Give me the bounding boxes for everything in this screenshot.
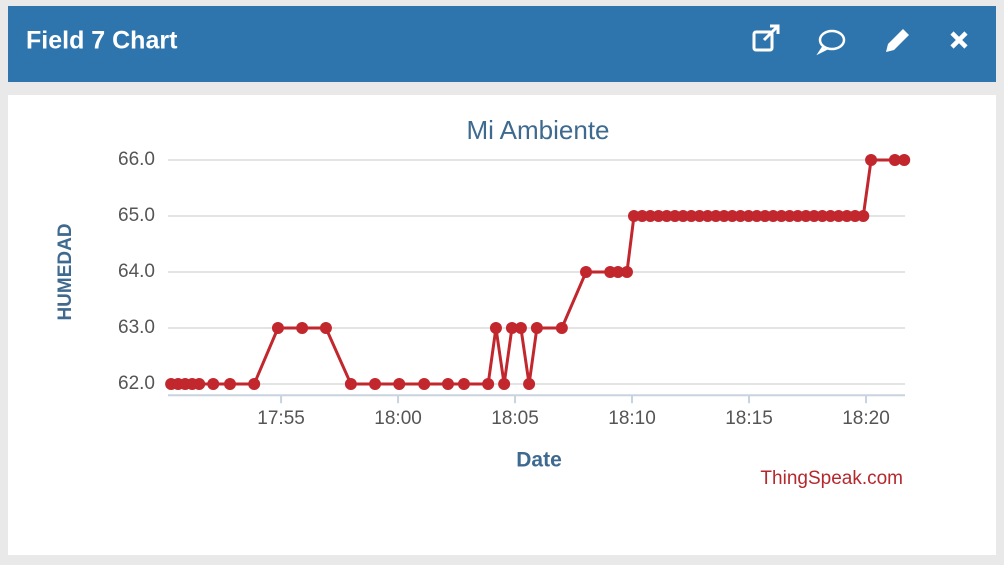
data-point <box>393 378 406 390</box>
data-point <box>441 378 454 390</box>
x-tick-label: 18:00 <box>374 408 422 429</box>
comment-icon[interactable] <box>816 29 846 56</box>
x-tick-label: 18:05 <box>491 408 539 429</box>
data-point <box>489 322 502 334</box>
y-axis-label: HUMEDAD <box>55 223 76 320</box>
data-point <box>224 378 237 390</box>
y-tick-label: 63.0 <box>118 317 155 338</box>
data-point <box>514 322 527 334</box>
y-tick-label: 64.0 <box>118 261 155 282</box>
data-point <box>193 378 206 390</box>
x-tick-label: 17:55 <box>257 408 305 429</box>
open-icon[interactable] <box>752 24 780 52</box>
data-point <box>865 154 878 166</box>
data-point <box>888 154 901 166</box>
data-point <box>482 378 495 390</box>
data-point <box>611 266 624 278</box>
x-tick-label: 18:20 <box>842 408 890 429</box>
data-point <box>207 378 220 390</box>
data-point <box>248 378 261 390</box>
y-tick-label: 66.0 <box>118 149 155 170</box>
data-point <box>620 266 633 278</box>
data-point <box>505 322 518 334</box>
x-tick-label: 18:15 <box>725 408 773 429</box>
data-point <box>555 322 568 334</box>
data-point <box>457 378 470 390</box>
x-axis-label: Date <box>516 449 562 472</box>
data-point <box>523 378 536 390</box>
x-tick-label: 18:10 <box>608 408 656 429</box>
header-title: Field 7 Chart <box>26 27 178 55</box>
data-point <box>296 322 309 334</box>
chart-panel <box>8 95 996 555</box>
data-point <box>498 378 511 390</box>
y-tick-label: 65.0 <box>118 205 155 226</box>
data-point <box>271 322 284 334</box>
edit-icon[interactable] <box>886 29 909 52</box>
data-point <box>857 210 870 222</box>
y-tick-label: 62.0 <box>118 373 155 394</box>
data-point <box>898 154 911 166</box>
header-bar <box>8 6 996 82</box>
data-point <box>369 378 382 390</box>
credit: ThingSpeak.com <box>760 468 903 489</box>
data-point <box>344 378 357 390</box>
data-point <box>530 322 543 334</box>
data-point <box>580 266 593 278</box>
chart-title: Mi Ambiente <box>466 115 609 145</box>
data-point <box>418 378 431 390</box>
close-icon[interactable] <box>950 31 968 49</box>
data-point <box>319 322 332 334</box>
